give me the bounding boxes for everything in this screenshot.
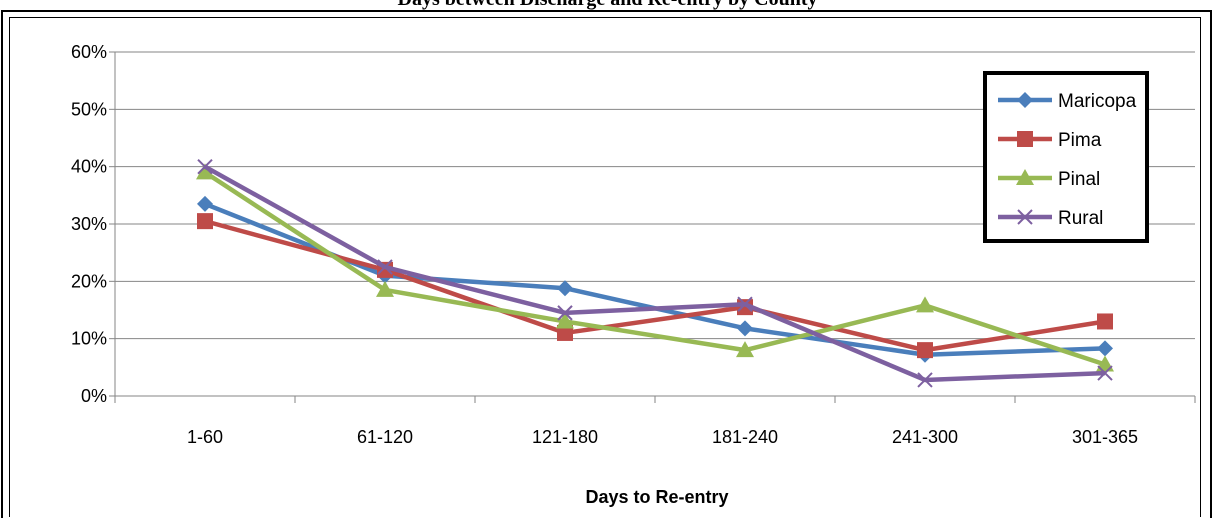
series-line bbox=[204, 201, 1106, 357]
data-point bbox=[376, 280, 394, 297]
data-point bbox=[1097, 365, 1113, 381]
data-point bbox=[197, 158, 213, 175]
x-tick-label: 241-300 bbox=[892, 427, 958, 447]
y-tick-label: 0% bbox=[81, 386, 107, 406]
data-point bbox=[196, 163, 214, 180]
y-tick-label: 30% bbox=[71, 214, 107, 234]
legend-marker bbox=[1017, 92, 1033, 108]
series-lines bbox=[196, 158, 1114, 388]
x-axis-label: Days to Re-entry bbox=[585, 487, 728, 507]
legend-label: Pinal bbox=[1058, 169, 1100, 190]
legend-item-pinal: Pinal bbox=[998, 169, 1100, 190]
data-point bbox=[916, 296, 934, 313]
y-tick-label: 40% bbox=[71, 157, 107, 177]
series-line bbox=[203, 164, 1106, 383]
data-point bbox=[197, 213, 213, 230]
data-point bbox=[557, 305, 573, 321]
legend-label: Maricopa bbox=[1058, 91, 1137, 112]
x-tick-label: 121-180 bbox=[532, 427, 598, 447]
series-rural bbox=[197, 158, 1113, 388]
series-line bbox=[204, 218, 1106, 353]
axes bbox=[109, 51, 1196, 403]
y-tick-label: 50% bbox=[71, 99, 107, 119]
data-point bbox=[1097, 340, 1113, 357]
data-point bbox=[736, 341, 754, 358]
chart-area-border bbox=[9, 17, 1201, 517]
data-point bbox=[557, 324, 573, 341]
x-tick-labels: 1-60 61-120 121-180 181-240 241-300 301-365 bbox=[187, 427, 1138, 447]
legend: Maricopa Pima Pinal Rural bbox=[983, 71, 1149, 243]
x-tick-label: 61-120 bbox=[357, 427, 413, 447]
legend-item-rural: Rural bbox=[998, 208, 1103, 229]
y-tick-label: 10% bbox=[71, 329, 107, 349]
x-tick-label: 181-240 bbox=[712, 427, 778, 447]
legend-label: Rural bbox=[1058, 208, 1103, 229]
x-tick-label: 301-365 bbox=[1072, 427, 1138, 447]
data-point bbox=[1097, 313, 1113, 330]
data-point bbox=[377, 259, 393, 275]
legend-marker bbox=[1016, 169, 1034, 185]
legend-marker bbox=[1017, 209, 1033, 225]
data-point bbox=[917, 372, 933, 388]
legend-marker bbox=[1017, 131, 1033, 147]
data-point bbox=[556, 312, 574, 329]
legend-item-maricopa: Maricopa bbox=[998, 91, 1137, 112]
y-tick-label: 20% bbox=[71, 271, 107, 291]
series-line bbox=[203, 170, 1106, 367]
legend-label: Pima bbox=[1058, 130, 1102, 151]
x-tick-label: 1-60 bbox=[187, 427, 223, 447]
chart-frame bbox=[1, 10, 1212, 518]
y-tick-label: 60% bbox=[71, 42, 107, 62]
series-pinal bbox=[196, 163, 1114, 372]
legend-item-pima: Pima bbox=[998, 130, 1102, 151]
data-point bbox=[197, 195, 213, 212]
y-tick-labels: 0% 10% 20% 30% 40% 50% 60% bbox=[71, 42, 107, 406]
data-point bbox=[737, 320, 753, 337]
chart-title: Days between Discharge and Re-entry by C… bbox=[0, 0, 1215, 11]
data-point bbox=[917, 342, 933, 359]
data-point bbox=[557, 280, 573, 297]
data-point bbox=[737, 296, 753, 312]
